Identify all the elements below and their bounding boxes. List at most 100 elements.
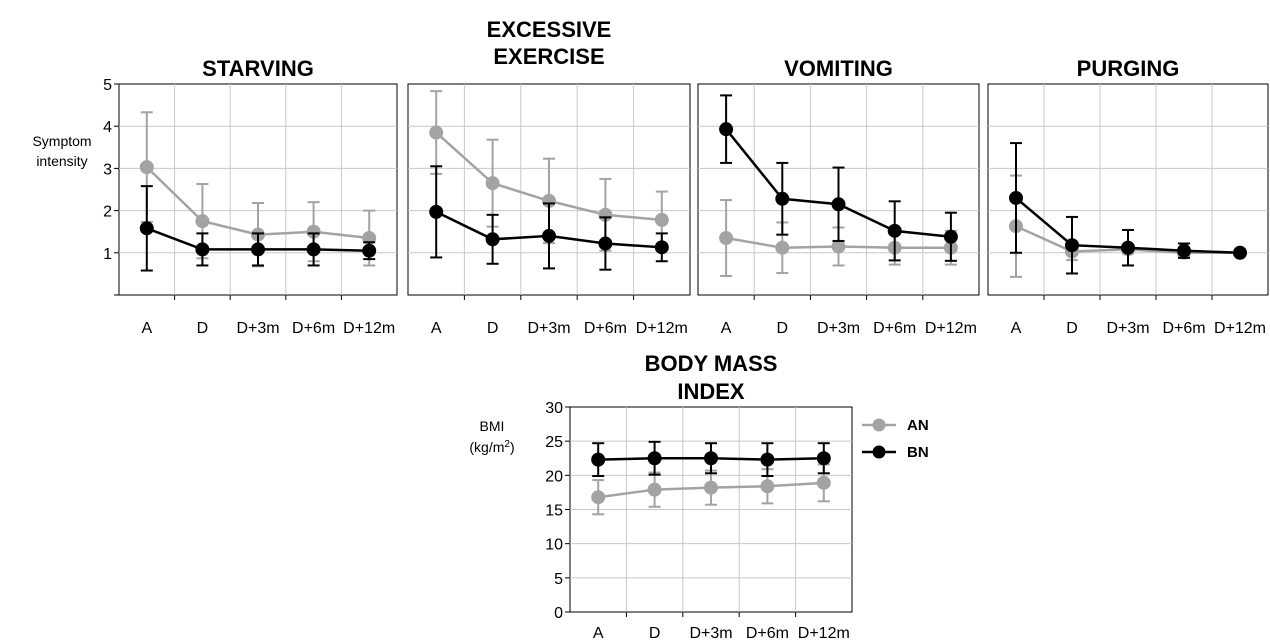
y-tick-label: 25 xyxy=(545,434,563,451)
y-axis-label: (kg/m2) xyxy=(469,439,514,456)
y-tick-label: 5 xyxy=(103,77,112,94)
series-BN xyxy=(1009,142,1247,275)
chart-title: PURGING xyxy=(1077,56,1180,81)
data-point xyxy=(704,451,718,466)
x-tick-label: D+3m xyxy=(527,320,570,337)
data-point xyxy=(647,482,662,497)
y-tick-label: 15 xyxy=(545,503,563,520)
x-tick-label: D+12m xyxy=(636,320,688,337)
data-point xyxy=(306,242,321,257)
data-point xyxy=(542,228,556,243)
data-point xyxy=(760,452,775,467)
x-tick-label: D+12m xyxy=(1214,320,1266,337)
y-axis-label-part: 2 xyxy=(504,439,510,450)
x-tick-label: D xyxy=(777,320,789,337)
x-tick-label: D+12m xyxy=(925,320,977,337)
data-point xyxy=(775,240,790,255)
x-tick-label: D+12m xyxy=(798,625,850,642)
x-tick-label: D xyxy=(1066,320,1078,337)
y-tick-label: 1 xyxy=(103,246,112,263)
data-point xyxy=(704,480,718,495)
x-tick-label: D+6m xyxy=(746,625,789,642)
x-tick-label: A xyxy=(431,320,442,337)
data-point xyxy=(362,243,377,258)
data-point xyxy=(816,451,831,466)
x-tick-label: D xyxy=(487,320,499,337)
x-tick-label: D+6m xyxy=(292,320,335,337)
y-axis-label-part: (kg/m xyxy=(469,439,504,455)
x-tick-label: A xyxy=(141,320,152,337)
chart-1: STARVING 1 2 3 4 5 Symptom intensity A D D+3m D+6m D… xyxy=(32,56,398,337)
data-point xyxy=(719,231,734,246)
y-axis-label: Symptom xyxy=(32,133,91,149)
data-point xyxy=(719,122,734,137)
chart-title: EXCESSIVE xyxy=(487,17,612,42)
data-point xyxy=(598,236,613,251)
legend-marker xyxy=(872,418,886,432)
data-point xyxy=(591,452,606,467)
legend: AN BN xyxy=(862,417,929,461)
y-tick-label: 10 xyxy=(545,537,563,554)
x-tick-label: A xyxy=(593,625,604,642)
legend-marker xyxy=(872,445,886,459)
data-point xyxy=(429,204,444,219)
series-BN xyxy=(429,165,669,271)
chart-title: INDEX xyxy=(677,379,745,404)
data-point xyxy=(1009,190,1023,205)
y-tick-label: 4 xyxy=(103,119,112,136)
data-point xyxy=(831,197,846,212)
data-point xyxy=(775,191,790,206)
y-axis-label: BMI xyxy=(480,418,505,434)
data-point xyxy=(485,176,500,191)
x-tick-label: A xyxy=(1011,320,1022,337)
x-tick-label: D+6m xyxy=(584,320,627,337)
x-tick-label: D+3m xyxy=(817,320,860,337)
data-point xyxy=(760,479,775,494)
data-point xyxy=(195,214,210,229)
data-point xyxy=(139,160,154,175)
x-tick-label: D+6m xyxy=(873,320,916,337)
x-tick-label: D xyxy=(649,625,661,642)
data-point xyxy=(1233,245,1247,260)
x-tick-label: D+3m xyxy=(689,625,732,642)
y-tick-label: 3 xyxy=(103,161,112,178)
series-AN xyxy=(591,463,831,516)
x-tick-label: D+12m xyxy=(343,320,395,337)
series-BN xyxy=(719,94,958,262)
data-point xyxy=(816,475,831,490)
data-point xyxy=(943,229,958,244)
data-point xyxy=(429,125,444,140)
data-point xyxy=(591,490,606,505)
y-tick-label: 20 xyxy=(545,468,563,485)
chart-title: VOMITING xyxy=(784,56,893,81)
x-tick-label: D+6m xyxy=(1162,320,1205,337)
x-tick-label: D xyxy=(197,320,209,337)
y-tick-label: 0 xyxy=(554,605,563,622)
data-point xyxy=(485,232,500,247)
x-tick-label: D+3m xyxy=(1106,320,1149,337)
legend-label: AN xyxy=(907,417,929,434)
chart-3: VOMITING A D D+3m D+6m D+12m xyxy=(697,56,980,337)
series-BN xyxy=(591,440,831,478)
data-point xyxy=(654,212,669,227)
series-BN xyxy=(139,185,377,272)
data-point xyxy=(139,221,154,236)
y-axis-label: intensity xyxy=(36,153,87,169)
legend-label: BN xyxy=(907,444,929,461)
data-point xyxy=(887,223,902,238)
data-point xyxy=(195,242,210,257)
data-point xyxy=(1121,240,1135,255)
data-point xyxy=(1177,243,1191,258)
chart-title: STARVING xyxy=(202,56,314,81)
data-point xyxy=(251,242,265,257)
y-axis-label-part: ) xyxy=(510,439,515,455)
x-tick-label: A xyxy=(721,320,732,337)
chart-4: PURGING A D D+3m D+6m D+12m xyxy=(987,56,1269,337)
y-tick-label: 5 xyxy=(554,571,563,588)
chart-title: BODY MASS xyxy=(645,351,778,376)
data-point xyxy=(647,451,662,466)
y-tick-label: 2 xyxy=(103,204,112,221)
y-tick-label: 30 xyxy=(545,400,563,417)
